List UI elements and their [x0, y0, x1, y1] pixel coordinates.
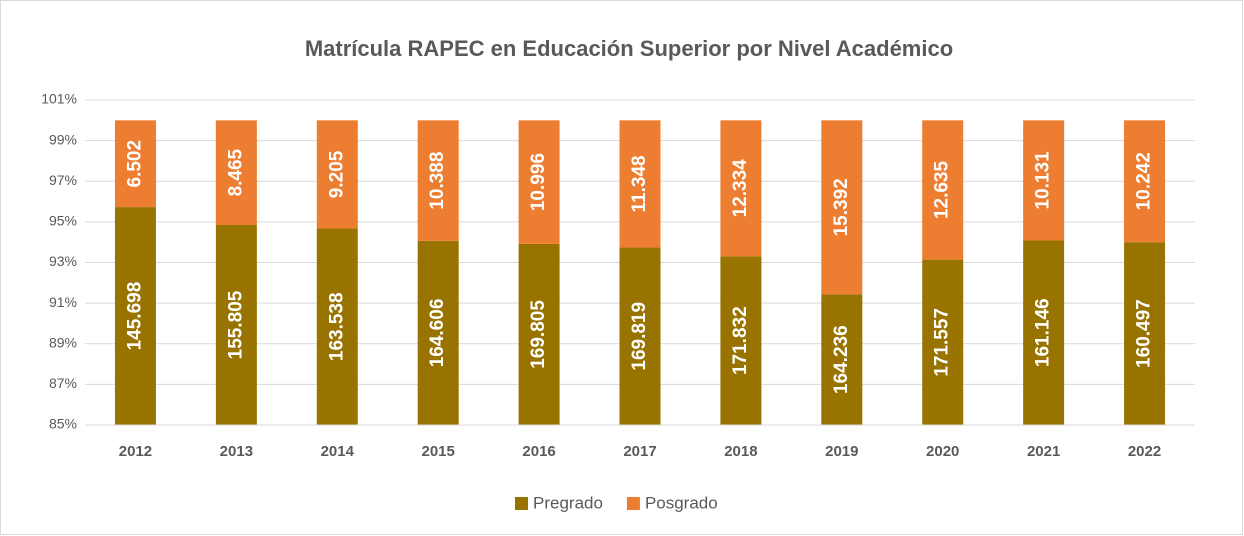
x-tick-label: 2018: [724, 443, 757, 460]
x-tick-label: 2019: [825, 443, 858, 460]
data-label: 12.635: [932, 160, 953, 219]
data-label: 6.502: [124, 140, 145, 188]
x-tick-label: 2013: [220, 443, 253, 460]
data-label: 12.334: [730, 159, 751, 218]
bar-segment: [114, 120, 156, 208]
bar-segment: [1124, 242, 1166, 425]
legend-swatch: [515, 497, 528, 510]
x-tick-label: 2017: [623, 443, 656, 460]
bar-segment: [417, 240, 459, 425]
y-tick-label: 97%: [49, 172, 77, 188]
y-tick-label: 87%: [49, 375, 77, 391]
data-label: 10.131: [1033, 151, 1054, 210]
data-label: 155.805: [225, 290, 246, 359]
data-label: 169.819: [629, 302, 650, 371]
x-tick-label: 2016: [522, 443, 555, 460]
bar-segment: [417, 120, 459, 241]
bar-segment: [720, 256, 762, 425]
x-tick-label: 2015: [421, 443, 454, 460]
y-tick-label: 91%: [49, 294, 77, 310]
legend-label: Pregrado: [533, 493, 603, 512]
data-label: 160.497: [1134, 299, 1155, 368]
bar-segment: [1023, 240, 1065, 425]
y-tick-label: 95%: [49, 213, 77, 229]
bar-segment: [215, 224, 257, 425]
bar-segment: [1023, 120, 1065, 241]
data-label: 169.805: [528, 300, 549, 369]
bar-segment: [518, 243, 560, 425]
x-tick-label: 2012: [119, 443, 152, 460]
data-label: 171.832: [730, 306, 751, 375]
bar-segment: [821, 120, 863, 295]
y-tick-label: 99%: [49, 131, 77, 147]
legend-swatch: [626, 497, 640, 510]
bar-segment: [316, 120, 358, 229]
x-tick-label: 2020: [926, 443, 959, 460]
y-tick-label: 89%: [49, 334, 77, 350]
data-label: 171.557: [932, 308, 953, 377]
data-label: 161.146: [1033, 298, 1054, 367]
bar-segment: [720, 120, 762, 257]
chart-title: Matrícula RAPEC en Educación Superior po…: [305, 36, 953, 61]
bar-segment: [922, 120, 964, 260]
data-label: 145.698: [124, 282, 145, 351]
bar-segment: [821, 294, 863, 425]
legend-label: Posgrado: [645, 493, 718, 512]
data-label: 15.392: [831, 178, 852, 236]
x-tick-label: 2014: [321, 443, 355, 460]
data-label: 8.465: [225, 148, 246, 196]
bar-segment: [518, 120, 560, 244]
data-label: 164.606: [427, 299, 448, 368]
data-label: 9.205: [326, 150, 347, 198]
x-tick-label: 2021: [1027, 443, 1060, 460]
y-tick-label: 93%: [49, 253, 77, 269]
bar-segment: [922, 259, 964, 425]
bar-segment: [215, 120, 257, 225]
data-label: 10.242: [1134, 152, 1155, 210]
data-label: 10.996: [528, 153, 549, 211]
x-tick-label: 2022: [1128, 443, 1161, 460]
data-label: 11.348: [629, 155, 650, 212]
y-tick-label: 101%: [41, 91, 77, 107]
data-label: 164.236: [831, 325, 852, 394]
bar-segment: [114, 207, 156, 425]
bar-segment: [1124, 120, 1166, 243]
data-label: 163.538: [326, 292, 347, 361]
bar-segment: [619, 247, 661, 425]
data-label: 10.388: [427, 152, 448, 210]
bar-segment: [619, 120, 661, 248]
y-tick-label: 85%: [49, 416, 77, 432]
bar-segment: [316, 228, 358, 425]
